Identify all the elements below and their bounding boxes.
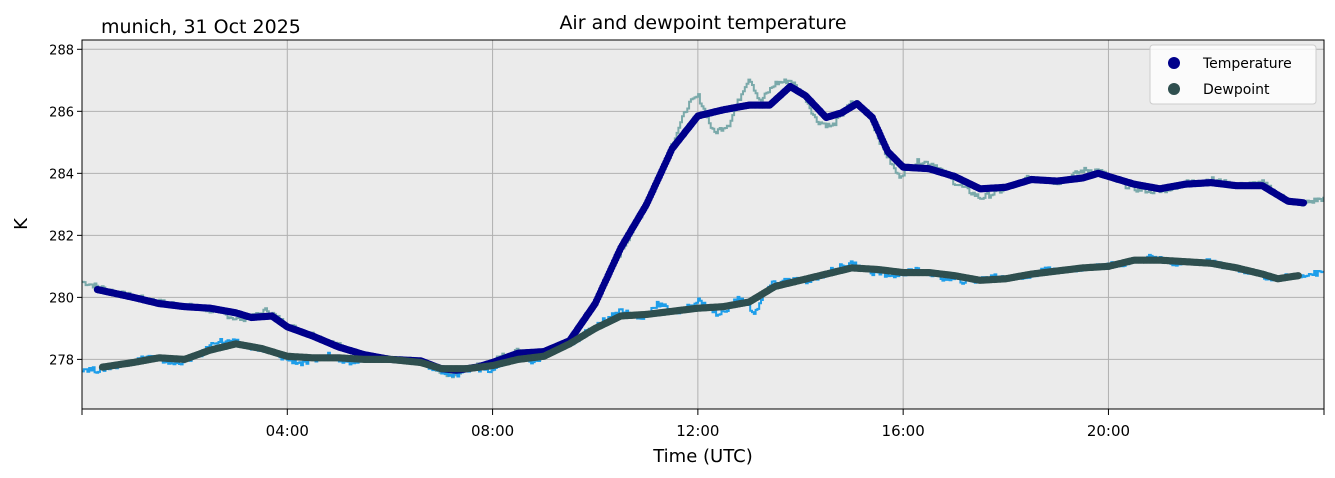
- y-tick-label: 288: [49, 43, 74, 58]
- plot-frame: [81, 39, 1325, 410]
- legend-marker-temperature: [1168, 57, 1180, 69]
- y-tick-label: 286: [49, 105, 74, 120]
- legend-label-dewpoint: Dewpoint: [1203, 82, 1270, 98]
- legend-marker-dewpoint: [1168, 83, 1180, 95]
- y-tick-label: 278: [49, 353, 74, 368]
- data-point: [1294, 272, 1302, 280]
- y-tick-label: 284: [49, 167, 74, 182]
- x-axis-label: Time (UTC): [652, 446, 753, 467]
- x-tick-label: 12:00: [676, 422, 719, 440]
- legend-box: [1149, 44, 1317, 105]
- x-tick-label: 08:00: [471, 422, 514, 440]
- legend: Temperature Dewpoint: [1149, 44, 1317, 105]
- y-tick-label: 280: [49, 291, 74, 306]
- chart-title: Air and dewpoint temperature: [559, 12, 846, 34]
- data-point: [1299, 199, 1308, 207]
- x-tick-label: 04:00: [266, 422, 309, 440]
- smoothed-series-dewpoint: [98, 256, 1302, 373]
- x-tick-label: 16:00: [882, 422, 925, 440]
- y-axis-label: K: [11, 217, 32, 230]
- y-tick-label: 282: [49, 229, 74, 244]
- chart-subtitle: munich, 31 Oct 2025: [101, 16, 301, 38]
- y-axis-ticks: 278 280 282 284 286 288: [49, 43, 82, 368]
- legend-label-temperature: Temperature: [1202, 56, 1292, 72]
- smoothed-traces: [93, 82, 1308, 374]
- x-tick-label: 20:00: [1087, 422, 1130, 440]
- x-axis-ticks: 04:00 08:00 12:00 16:00 20:00: [81, 409, 1325, 440]
- plot-area: [82, 40, 1324, 409]
